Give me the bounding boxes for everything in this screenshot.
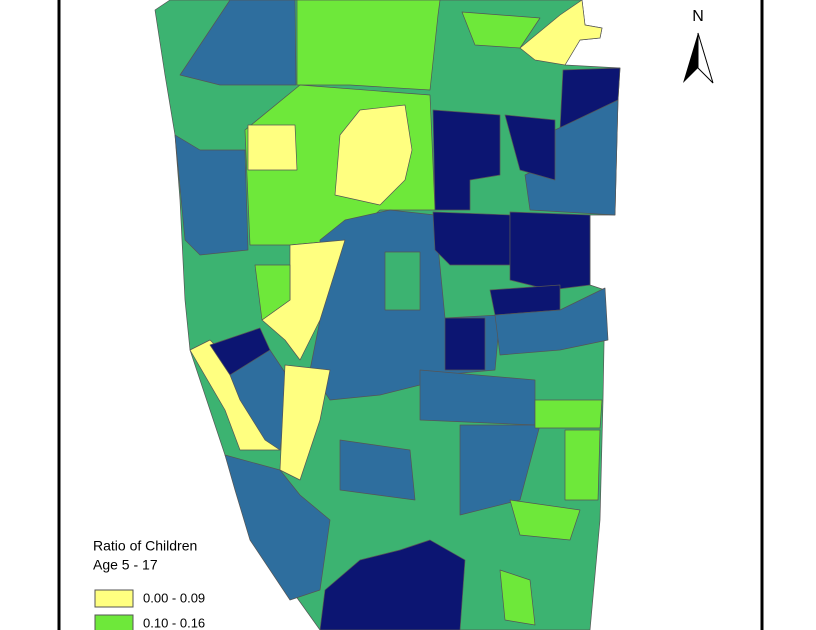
legend: Ratio of Children Age 5 - 17 0.00 - 0.09… <box>93 538 205 630</box>
legend-title: Ratio of Children <box>93 538 197 554</box>
legend-label: 0.00 - 0.09 <box>143 590 205 605</box>
arrow-left <box>683 33 698 83</box>
arrow-right <box>697 32 714 84</box>
legend-swatch <box>94 614 134 630</box>
legend-title: Age 5 - 17 <box>93 557 158 573</box>
choropleth-map <box>154 0 621 630</box>
north-arrow: N <box>683 8 714 84</box>
legend-label: 0.10 - 0.16 <box>143 615 205 630</box>
north-label: N <box>692 8 704 25</box>
legend-swatch <box>94 589 134 608</box>
